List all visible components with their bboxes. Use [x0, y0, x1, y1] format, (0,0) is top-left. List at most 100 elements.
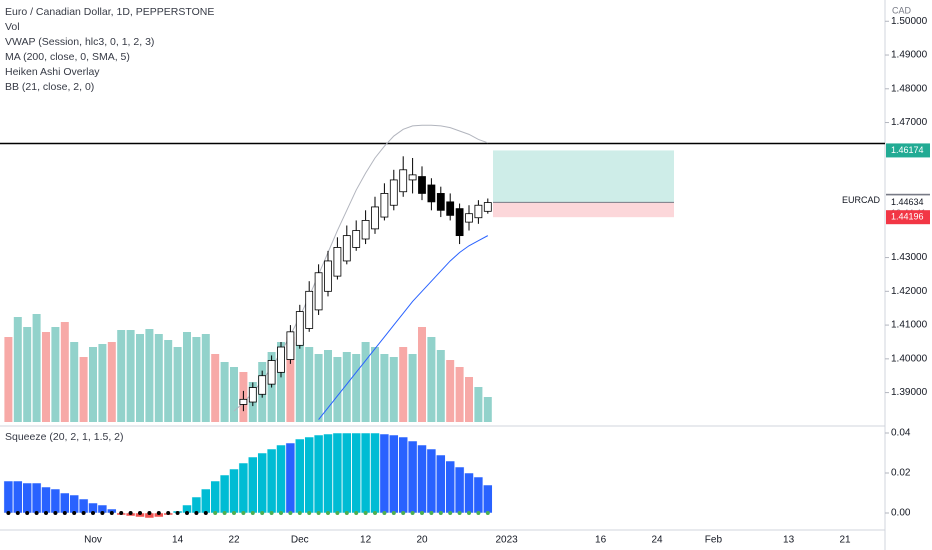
squeeze-dot [250, 511, 255, 515]
volume-bar [79, 357, 88, 422]
x-tick-label: 24 [651, 535, 663, 546]
squeeze-dot [81, 511, 86, 515]
squeeze-dot [147, 511, 152, 515]
volume-bar [42, 332, 50, 422]
candle-body [324, 260, 332, 292]
volume-bar [352, 354, 361, 422]
squeeze-dot [410, 511, 415, 515]
volume-bar [89, 347, 97, 422]
x-tick-label: 14 [172, 535, 184, 546]
candle-body [248, 387, 257, 403]
squeeze-dot [53, 511, 58, 515]
squeeze-bar [351, 432, 361, 514]
x-tick-label: Dec [291, 535, 309, 546]
squeeze-dot [457, 511, 462, 515]
squeeze-dot [34, 511, 39, 515]
x-tick-label: 21 [839, 535, 851, 546]
squeeze-bar [483, 484, 493, 514]
candle-body [380, 193, 389, 218]
y-tick-label: 1.47000 [891, 117, 928, 128]
x-tick-label: 20 [416, 535, 428, 546]
x-tick-label: Feb [705, 535, 723, 546]
y-tick-label: 0.04 [891, 428, 911, 439]
squeeze-bar [304, 436, 314, 514]
volume-bar [183, 332, 191, 422]
volume-bar [324, 350, 332, 422]
volume-bar [126, 330, 135, 422]
squeeze-dot [72, 511, 77, 515]
x-tick-label: 22 [228, 535, 240, 546]
position-target [493, 150, 674, 203]
squeeze-bar [3, 480, 14, 514]
squeeze-dot [288, 511, 293, 515]
squeeze-bar [285, 442, 296, 514]
squeeze-bar [295, 438, 305, 514]
volume-bar [295, 342, 304, 422]
squeeze-bar [323, 433, 333, 514]
squeeze-bar [417, 444, 427, 514]
volume-bar [51, 327, 60, 422]
candle-body [408, 174, 417, 181]
squeeze-dot [241, 511, 246, 515]
price-tag-label: 1.44634 [891, 197, 924, 207]
squeeze-bar [464, 472, 474, 514]
volume-bar [371, 347, 379, 422]
candle-body [474, 204, 483, 219]
volume-bar [314, 354, 323, 422]
squeeze-bar [229, 468, 239, 514]
candle-body [361, 220, 370, 240]
candle-body [258, 375, 267, 395]
candle-body [418, 176, 426, 194]
volume-bar [342, 352, 351, 422]
y-tick-label: 1.39000 [891, 387, 928, 398]
squeeze-dot [138, 511, 142, 515]
price-tag-label: 1.46174 [891, 145, 924, 155]
volume-bar [201, 334, 210, 422]
squeeze-bar [370, 432, 380, 514]
price-tag [886, 210, 930, 225]
squeeze-bar [445, 460, 455, 514]
squeeze-dot [335, 511, 340, 515]
candle-body [399, 169, 408, 193]
volume-bar [60, 322, 69, 422]
squeeze-bar [436, 454, 446, 514]
squeeze-dot [485, 511, 490, 515]
squeeze-dot [316, 511, 321, 515]
candle-body [371, 206, 379, 230]
squeeze-dot [213, 511, 218, 515]
squeeze-bar [266, 448, 277, 514]
volume-bar [164, 340, 173, 422]
candle-body [267, 360, 276, 385]
squeeze-dot [401, 511, 406, 515]
squeeze-dot [6, 511, 11, 515]
squeeze-bar [473, 476, 484, 514]
volume-bar [32, 314, 41, 422]
symbol-label: EURCAD [842, 195, 881, 205]
volume-bar [399, 347, 408, 422]
squeeze-bar [360, 432, 371, 514]
currency: CAD [892, 5, 912, 15]
squeeze-bar [407, 440, 418, 514]
candle-body [314, 272, 323, 311]
squeeze-dot [15, 511, 20, 515]
volume-bar [446, 360, 455, 422]
volume-bar [4, 337, 13, 422]
squeeze-bar [78, 498, 89, 514]
candle-body [295, 311, 304, 346]
pane-title: Squeeze (20, 2, 1, 1.5, 2) [5, 431, 124, 443]
squeeze-dot [429, 511, 434, 515]
squeeze-dot [373, 511, 377, 515]
price-tag-label: 1.44196 [891, 212, 924, 222]
squeeze-dot [203, 511, 208, 515]
squeeze-bar [191, 496, 202, 514]
squeeze-bar [426, 448, 437, 514]
candle-body [333, 247, 342, 277]
squeeze-dot [420, 511, 424, 515]
volume-bar [107, 342, 116, 422]
squeeze-dot [194, 511, 199, 515]
squeeze-dot [269, 511, 274, 515]
indicator-line [318, 235, 489, 420]
y-tick-label: 1.40000 [891, 353, 928, 364]
volume-bar [98, 344, 107, 422]
